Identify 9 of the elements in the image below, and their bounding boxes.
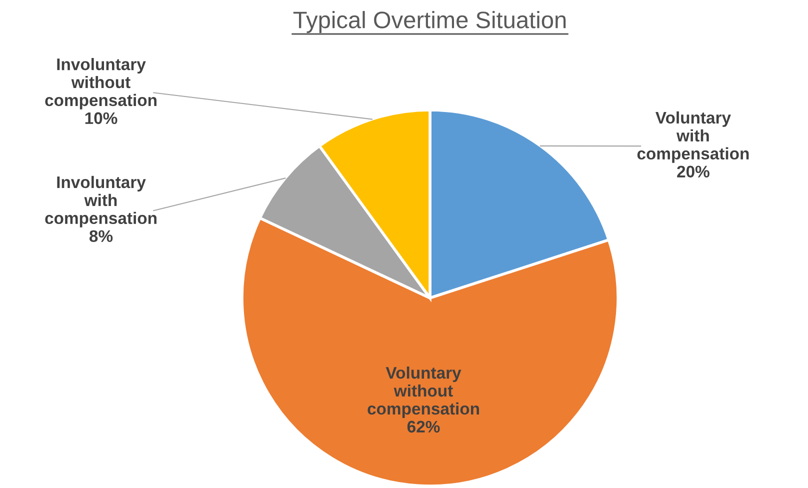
slice-label: Involuntary with compensation bbox=[45, 176, 156, 228]
data-label: 20% bbox=[677, 166, 710, 178]
chart-title: Typical Overtime Situation bbox=[293, 10, 566, 34]
slice-label: Involuntary without compensation bbox=[45, 58, 156, 110]
slice-label: Voluntary without compensation bbox=[368, 366, 479, 418]
data-label: 62% bbox=[407, 420, 440, 433]
data-label: 8% bbox=[89, 230, 113, 242]
slice-label: Voluntary with compensation bbox=[637, 111, 749, 163]
data-label: 10% bbox=[85, 112, 118, 124]
